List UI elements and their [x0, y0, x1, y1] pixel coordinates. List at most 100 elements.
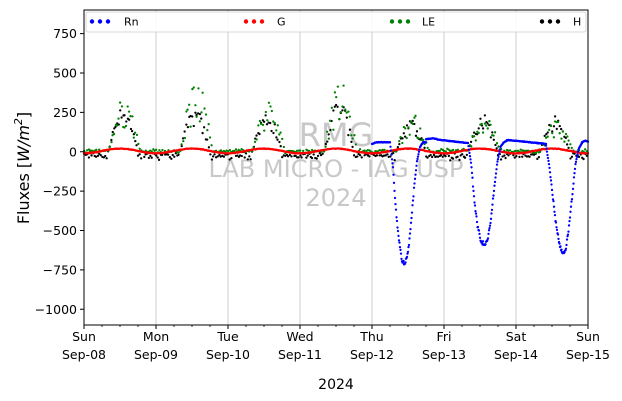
h-point [171, 153, 174, 157]
h-point [486, 122, 489, 125]
h-point [288, 153, 292, 157]
h-point [389, 155, 392, 158]
data-points [82, 84, 590, 266]
rn-point [400, 257, 403, 260]
rn-point [410, 216, 413, 220]
rn-point [389, 149, 393, 152]
le-point [266, 119, 269, 122]
le-point [272, 120, 275, 123]
rn-point [550, 183, 553, 186]
h-point [258, 132, 261, 136]
le-point [108, 146, 111, 149]
rn-point [409, 221, 413, 224]
h-point [196, 112, 200, 115]
rn-point [394, 202, 397, 206]
le-point [551, 131, 554, 135]
h-point [181, 137, 185, 140]
h-point [501, 155, 504, 158]
rn-point [554, 221, 558, 224]
rn-point [477, 229, 481, 232]
h-point [210, 158, 214, 161]
h-point [114, 125, 117, 128]
h-point [528, 155, 531, 158]
h-point [499, 158, 503, 161]
le-point [258, 119, 262, 123]
h-point [104, 154, 107, 158]
rn-point [411, 204, 414, 207]
h-point [334, 103, 338, 107]
h-point [319, 153, 323, 157]
le-point [310, 148, 314, 152]
le-point [413, 116, 416, 119]
rn-point [416, 157, 419, 160]
le-point [237, 148, 240, 152]
rn-point [571, 193, 574, 196]
h-point [375, 154, 379, 157]
h-point [352, 154, 356, 157]
le-point [477, 131, 480, 135]
legend-marker-h [539, 19, 545, 24]
le-point [560, 137, 563, 140]
rn-point [572, 176, 576, 179]
h-point [119, 109, 122, 112]
h-point [489, 136, 492, 139]
le-point [281, 137, 284, 140]
h-point [240, 154, 243, 158]
h-point [494, 143, 497, 147]
h-point [297, 156, 300, 159]
h-point [392, 151, 395, 155]
legend: Rn G LE H [85, 11, 587, 33]
le-point [347, 110, 350, 113]
le-point [544, 136, 548, 139]
rn-point [404, 261, 407, 264]
h-point [461, 153, 464, 156]
le-point [383, 148, 386, 151]
rn-point [398, 241, 401, 244]
legend-marker-rn [89, 19, 95, 24]
rn-point [573, 167, 577, 170]
le-point [182, 139, 185, 143]
rn-point [553, 210, 556, 213]
le-point [234, 148, 238, 151]
le-point [485, 124, 488, 127]
rn-point [567, 224, 571, 227]
rn-point [496, 158, 500, 161]
h-point [492, 138, 495, 141]
h-point [136, 154, 140, 157]
h-point [429, 153, 432, 157]
rn-point [570, 200, 573, 203]
h-point [218, 153, 221, 157]
le-point [451, 148, 455, 151]
rn-point [397, 239, 401, 242]
h-point [585, 154, 588, 157]
h-point [180, 144, 183, 148]
le-point [558, 132, 561, 135]
h-point [191, 115, 194, 118]
le-point [194, 104, 197, 107]
rn-point [476, 225, 480, 229]
rn-point [489, 217, 493, 220]
rn-point [390, 153, 393, 156]
y-axis-label-main: Fluxes [ [14, 162, 33, 224]
rn-point [571, 187, 575, 191]
le-point [208, 136, 212, 139]
le-point [508, 149, 512, 152]
rn-point [398, 246, 402, 249]
le-point [495, 142, 499, 145]
rn-point [568, 216, 572, 219]
h-point [551, 130, 554, 133]
le-point [442, 149, 446, 153]
le-point [191, 87, 194, 91]
h-point [211, 155, 215, 158]
le-point [185, 110, 188, 113]
rn-point [498, 148, 502, 151]
le-point [261, 123, 265, 127]
rn-point [389, 145, 392, 148]
le-point [470, 145, 473, 148]
rn-point [416, 155, 420, 158]
rn-point [495, 168, 498, 171]
h-point [405, 124, 409, 127]
y-axis-label-close: ] [14, 112, 33, 118]
x-axis-label: 2024 [318, 377, 354, 393]
le-point [295, 149, 299, 152]
